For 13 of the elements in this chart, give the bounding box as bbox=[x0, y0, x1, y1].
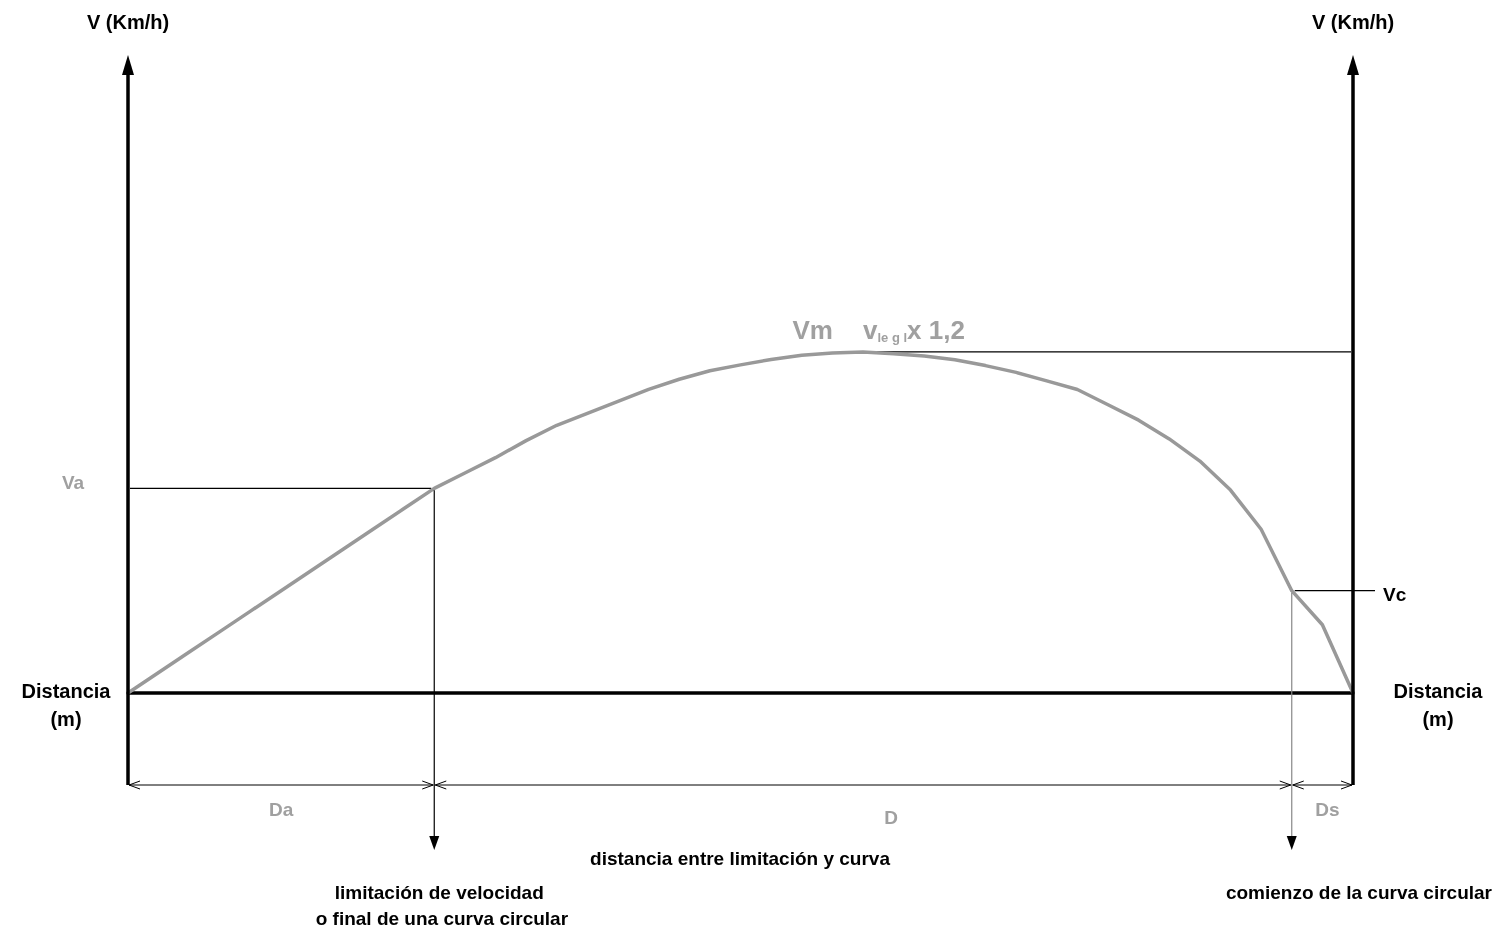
ref-line-label: Va bbox=[61, 471, 85, 493]
ref-line-label: Vc bbox=[1383, 584, 1407, 606]
text: distancia entre limitación y curva bbox=[590, 847, 891, 869]
text: V (Km/h) bbox=[86, 11, 170, 33]
text: Ds bbox=[1315, 798, 1340, 820]
text: V (Km/h) bbox=[1311, 11, 1395, 33]
x-axis-title: Distancia (m) bbox=[21, 680, 112, 730]
ref-line-label: Vm bbox=[792, 314, 833, 345]
text: Distancia (m) bbox=[1393, 680, 1483, 730]
text: D bbox=[884, 806, 898, 828]
text: limitación de velocidad o final de una curva circular bbox=[310, 881, 569, 929]
text: Da bbox=[268, 798, 294, 820]
text: comienzo de la curva circular bbox=[1225, 881, 1493, 903]
